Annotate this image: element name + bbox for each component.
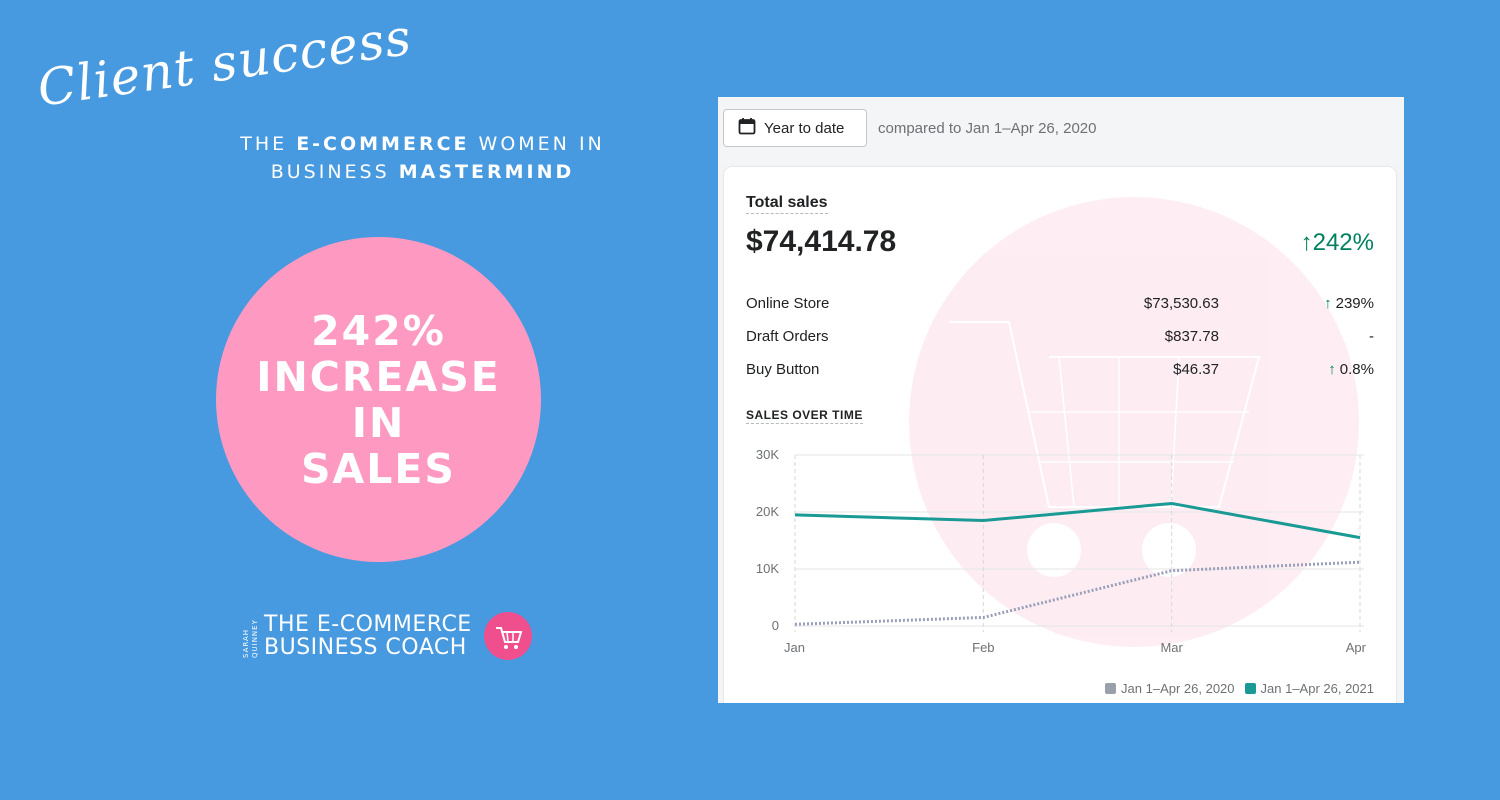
- channel-name: Buy Button: [746, 361, 820, 378]
- heading-word: WOMEN IN: [478, 133, 605, 155]
- channel-change-value: 239%: [1335, 295, 1374, 312]
- legend-label: Jan 1–Apr 26, 2021: [1260, 681, 1374, 696]
- y-tick-label: 30K: [756, 447, 779, 462]
- x-tick-label: Mar: [1160, 640, 1183, 655]
- channel-change: -: [1369, 328, 1374, 345]
- cart-icon: [484, 612, 532, 660]
- total-sales-card: Total sales $74,414.78 ↑242% Online Stor…: [724, 167, 1396, 703]
- heading-word: THE: [240, 133, 288, 155]
- total-sales-value: $74,414.78: [746, 225, 897, 258]
- legend-label: Jan 1–Apr 26, 2020: [1121, 681, 1235, 696]
- analytics-screenshot: Year to date compared to Jan 1–Apr 26, 2…: [718, 97, 1404, 703]
- card-content: Total sales $74,414.78 ↑242% Online Stor…: [724, 167, 1396, 703]
- x-tick-label: Apr: [1346, 640, 1367, 655]
- stat-word: IN: [351, 398, 406, 447]
- channel-row: Draft Orders $837.78 -: [746, 328, 1374, 350]
- channel-name: Online Store: [746, 295, 830, 312]
- heading-bold-word: MASTERMIND: [398, 161, 575, 183]
- stat-word: SALES: [301, 444, 456, 493]
- logo-small-bottom: QUINNEY: [251, 619, 259, 658]
- legend-item[interactable]: Jan 1–Apr 26, 2020: [1105, 681, 1235, 696]
- channel-change: ↑ 239%: [1324, 295, 1374, 312]
- logo-small-top: SARAH: [242, 629, 250, 658]
- date-range-button[interactable]: Year to date: [723, 109, 867, 147]
- date-range-label: Year to date: [764, 119, 845, 137]
- script-title: Client success: [33, 7, 416, 118]
- channel-name: Draft Orders: [746, 328, 829, 345]
- total-sales-label[interactable]: Total sales: [746, 194, 828, 214]
- legend-swatch: [1105, 683, 1117, 694]
- channel-change-value: -: [1369, 328, 1374, 345]
- heading-bold-word: E-COMMERCE: [296, 133, 470, 155]
- logo-line-2: BUSINESS COACH: [264, 635, 467, 660]
- legend-item[interactable]: Jan 1–Apr 26, 2021: [1244, 681, 1374, 696]
- sales-over-time-label[interactable]: SALES OVER TIME: [746, 408, 863, 424]
- channel-value: $837.78: [1164, 328, 1219, 345]
- cart-watermark: [909, 197, 1359, 647]
- stat-circle: 242% INCREASE IN SALES: [216, 237, 541, 562]
- y-tick-label: 0: [772, 618, 779, 633]
- channel-change: ↑ 0.8%: [1328, 361, 1374, 378]
- sales-over-time-chart: 0 10K 20K 30K Jan Feb Mar Apr: [756, 447, 1367, 655]
- calendar-icon: [738, 117, 756, 140]
- channel-value: $73,530.63: [1143, 295, 1219, 312]
- x-tick-label: Feb: [972, 640, 994, 655]
- comparison-text: compared to Jan 1–Apr 26, 2020: [878, 120, 1097, 137]
- x-tick-label: Jan: [784, 640, 805, 655]
- heading-line-1: THE E-COMMERCE WOMEN IN: [230, 133, 615, 155]
- logo-small-text: SARAH QUINNEY: [240, 612, 260, 660]
- chart-legend: Jan 1–Apr 26, 2020 Jan 1–Apr 26, 2021: [1095, 681, 1374, 696]
- channel-change-value: 0.8%: [1339, 361, 1374, 378]
- channel-value: $46.37: [1173, 361, 1219, 378]
- channel-row: Online Store $73,530.63 ↑ 239%: [746, 295, 1374, 317]
- stat-word: INCREASE: [256, 352, 501, 401]
- legend-swatch: [1244, 683, 1256, 694]
- y-tick-label: 10K: [756, 561, 779, 576]
- arrow-up-icon: ↑: [1324, 295, 1332, 312]
- y-tick-label: 20K: [756, 504, 779, 519]
- logo-line-1: THE E-COMMERCE: [264, 612, 472, 637]
- heading-line-2: BUSINESS MASTERMIND: [230, 161, 615, 183]
- brand-logo: SARAH QUINNEY THE E-COMMERCE BUSINESS CO…: [240, 612, 540, 662]
- heading-word: BUSINESS: [270, 161, 390, 183]
- stat-percent: 242%: [311, 306, 446, 355]
- arrow-up-icon: ↑: [1328, 361, 1336, 378]
- series-line-2020: [794, 560, 1361, 626]
- channel-row: Buy Button $46.37 ↑ 0.8%: [746, 361, 1374, 383]
- total-sales-change: ↑242%: [1300, 229, 1374, 256]
- series-line-2021: [794, 501, 1361, 540]
